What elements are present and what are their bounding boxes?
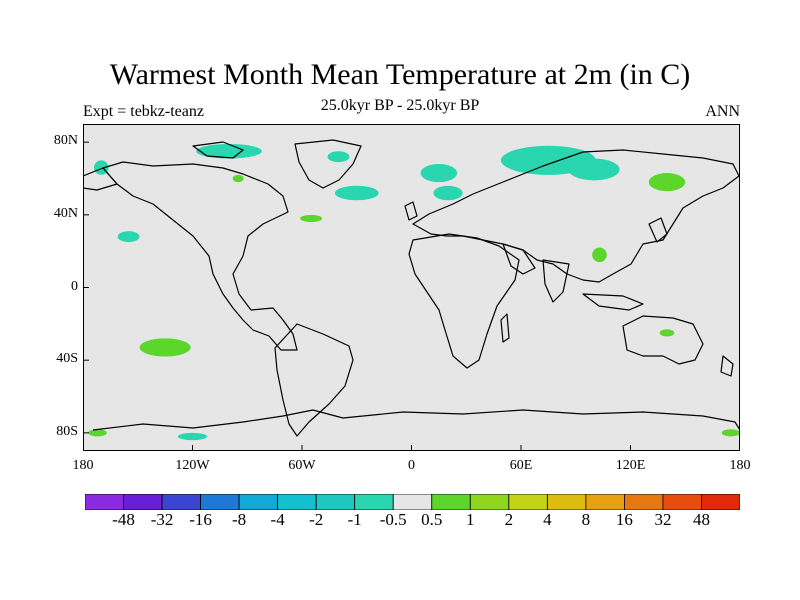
coast-indonesia bbox=[582, 293, 644, 311]
anomaly-region-9 bbox=[139, 338, 191, 357]
colorbar-swatch bbox=[431, 494, 471, 510]
colorbar-swatch bbox=[85, 494, 124, 510]
colorbar-swatch bbox=[624, 494, 664, 510]
anomaly-region-7 bbox=[648, 173, 686, 192]
colorbar-label: 2 bbox=[504, 510, 514, 529]
lat-label: 80S bbox=[56, 423, 78, 439]
coast-madagascar bbox=[500, 313, 510, 343]
coast-india bbox=[542, 259, 570, 303]
colorbar bbox=[85, 494, 740, 510]
colorbar-swatch bbox=[200, 494, 240, 510]
lat-label: 0 bbox=[71, 278, 78, 294]
lat-label: 40S bbox=[56, 351, 78, 367]
anomaly-regions bbox=[88, 143, 740, 441]
anomaly-region-15 bbox=[93, 160, 109, 175]
coast-alaska bbox=[83, 167, 118, 191]
colorbar-label: 1 bbox=[466, 510, 475, 529]
colorbar-label: -16 bbox=[189, 510, 212, 529]
colorbar-swatch bbox=[701, 494, 740, 510]
anomaly-region-4 bbox=[433, 185, 463, 201]
coastlines bbox=[83, 139, 740, 437]
coast-new-zealand bbox=[720, 355, 734, 377]
anomaly-region-6 bbox=[327, 151, 350, 163]
anomaly-region-1 bbox=[568, 158, 620, 181]
coast-north-america bbox=[102, 161, 298, 351]
lon-label: 120E bbox=[615, 458, 646, 473]
colorbar-label: -48 bbox=[112, 510, 135, 529]
map-background bbox=[83, 124, 740, 451]
coast-arabia bbox=[502, 243, 536, 275]
anomaly-region-11 bbox=[88, 429, 107, 437]
chart-subtitle: 25.0kyr BP - 25.0kyr BP bbox=[320, 97, 480, 114]
colorbar-label: 8 bbox=[581, 510, 591, 529]
lon-label: 0 bbox=[408, 458, 415, 473]
colorbar-swatch bbox=[161, 494, 201, 510]
colorbar-swatch bbox=[508, 494, 548, 510]
colorbar-label: -8 bbox=[232, 510, 247, 529]
lat-label: 40N bbox=[53, 205, 78, 221]
colorbar-label: 4 bbox=[543, 510, 552, 529]
colorbar-label: 0.5 bbox=[421, 510, 443, 529]
coast-south-america bbox=[274, 323, 354, 437]
colorbar-label: 48 bbox=[692, 510, 710, 529]
lon-label: 180 bbox=[729, 458, 751, 473]
colorbar-swatch bbox=[123, 494, 163, 510]
anomaly-region-16 bbox=[232, 174, 244, 183]
colorbar-label: 16 bbox=[615, 510, 633, 529]
colorbar-swatch bbox=[392, 494, 433, 510]
colorbar-swatch bbox=[469, 494, 510, 510]
colorbar-swatch bbox=[315, 494, 356, 510]
lon-label: 120W bbox=[175, 458, 210, 473]
colorbar-label: -2 bbox=[309, 510, 324, 529]
colorbar-swatch bbox=[662, 494, 702, 510]
anomaly-region-3 bbox=[334, 185, 379, 201]
experiment-label: Expt = tebkz-teanz bbox=[83, 103, 204, 120]
anomaly-region-14 bbox=[592, 247, 607, 263]
colorbar-swatch bbox=[277, 494, 317, 510]
coast-australia bbox=[622, 315, 704, 365]
coast-africa bbox=[408, 233, 520, 369]
coast-greenland bbox=[294, 139, 362, 189]
colorbar-swatch bbox=[238, 494, 279, 510]
lon-label: 180 bbox=[72, 458, 94, 473]
anomaly-region-8 bbox=[300, 214, 323, 223]
colorbar-label: 32 bbox=[654, 510, 672, 529]
season-label: ANN bbox=[705, 103, 740, 120]
coast-japan bbox=[648, 217, 668, 243]
lon-label: 60W bbox=[288, 458, 316, 473]
colorbar-label: -32 bbox=[150, 510, 174, 529]
colorbar-swatch bbox=[354, 494, 394, 510]
anomaly-region-2 bbox=[420, 163, 458, 183]
colorbar-label: -4 bbox=[270, 510, 285, 529]
anomaly-region-12 bbox=[721, 429, 740, 437]
anomaly-region-13 bbox=[659, 329, 675, 337]
lat-label: 80N bbox=[53, 133, 78, 149]
axis-ticks bbox=[83, 141, 740, 451]
colorbar-swatch bbox=[585, 494, 625, 510]
colorbar-swatch bbox=[546, 494, 587, 510]
chart-title: Warmest Month Mean Temperature at 2m (in… bbox=[109, 58, 691, 91]
anomaly-region-5 bbox=[196, 143, 262, 159]
colorbar-label: -0.5 bbox=[379, 510, 407, 529]
coast-antarctica bbox=[92, 409, 740, 431]
anomaly-region-10 bbox=[177, 432, 208, 441]
coast-arctic-islands bbox=[192, 141, 244, 159]
anomaly-region-17 bbox=[117, 231, 140, 243]
coast-uk bbox=[404, 201, 418, 221]
colorbar-label: -1 bbox=[347, 510, 362, 529]
map-panel bbox=[83, 124, 740, 451]
lon-label: 60E bbox=[509, 458, 533, 473]
